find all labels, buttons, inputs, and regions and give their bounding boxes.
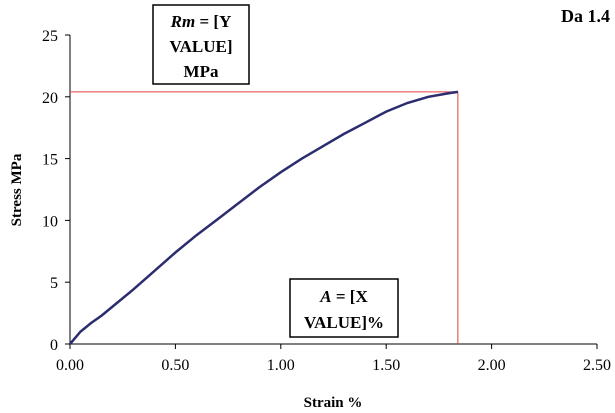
rm-line-3: MPa <box>184 62 219 81</box>
x-tick-label: 2.00 <box>478 357 506 374</box>
x-tick-label: 1.50 <box>372 357 400 374</box>
x-tick-label: 0.00 <box>56 357 84 374</box>
rm-line-1: Rm = [Y <box>170 12 232 31</box>
y-tick-label: 15 <box>42 152 58 169</box>
x-ticks: 0.00 0.50 1.00 1.50 2.00 2.50 <box>56 344 611 374</box>
a-annotation-box: A = [X VALUE]% <box>289 278 399 338</box>
x-axis-label: Strain % <box>304 395 363 411</box>
corner-label: Da 1.4 <box>561 6 610 26</box>
y-tick-label: 5 <box>50 275 58 292</box>
y-tick-label: 25 <box>42 28 58 45</box>
rm-line-2: VALUE] <box>170 37 233 56</box>
x-tick-label: 0.50 <box>161 357 189 374</box>
x-tick-label: 2.50 <box>583 357 611 374</box>
x-tick-label: 1.00 <box>267 357 295 374</box>
y-tick-label: 0 <box>50 337 58 354</box>
y-tick-label: 20 <box>42 90 58 107</box>
y-ticks: 0 5 10 15 20 25 <box>42 28 70 354</box>
y-tick-label: 10 <box>42 213 58 230</box>
a-line-1: A = [X <box>319 287 368 306</box>
a-line-2: VALUE]% <box>304 313 384 332</box>
series-line <box>69 90 459 345</box>
rm-annotation-box: Rm = [Y VALUE] MPa <box>152 4 250 85</box>
y-axis-label: Stress MPa <box>9 153 25 226</box>
